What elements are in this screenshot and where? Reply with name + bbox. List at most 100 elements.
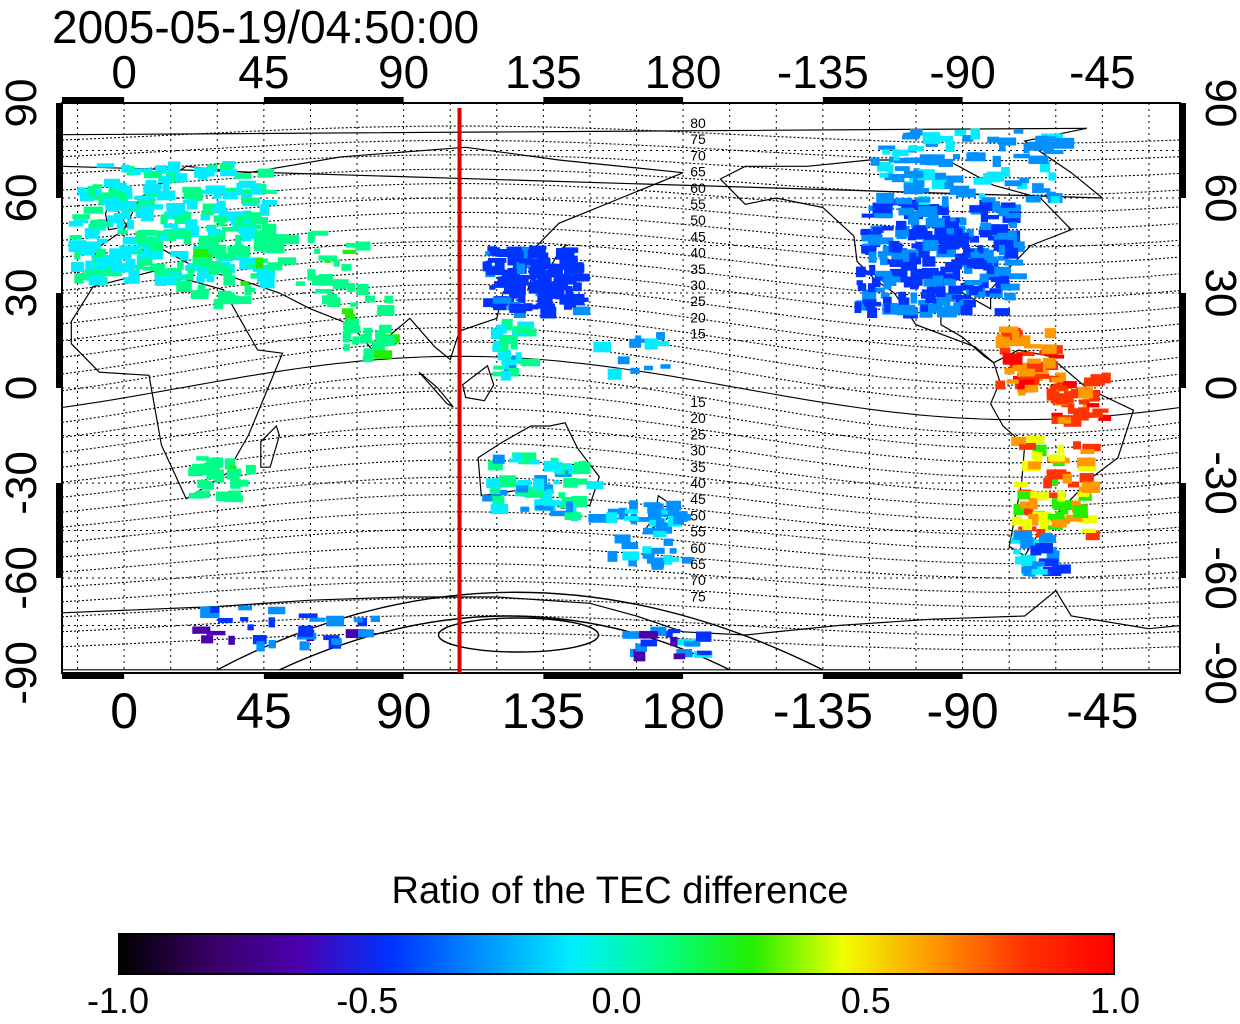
tec-patch <box>240 281 249 286</box>
tec-patch <box>643 527 657 535</box>
left-lat-label: -30 <box>0 451 46 515</box>
tec-patch <box>495 251 511 257</box>
tec-patch <box>676 649 693 658</box>
tec-patch <box>918 299 930 306</box>
tec-patch <box>1048 492 1066 499</box>
tec-patch <box>878 145 896 150</box>
tec-patch <box>624 516 639 521</box>
tec-patch <box>500 370 511 381</box>
right-lat-label: 60 <box>1196 174 1240 223</box>
tec-patch <box>558 492 566 499</box>
tec-patch <box>970 251 980 258</box>
right-lat-label: -90 <box>1196 641 1240 705</box>
tec-patch <box>240 617 249 622</box>
tec-patch <box>496 341 509 352</box>
tec-patch <box>482 261 491 272</box>
tec-patch <box>1098 414 1112 421</box>
tec-patch <box>344 325 361 333</box>
tec-patch <box>486 266 505 276</box>
tec-patch <box>109 248 120 258</box>
tec-patch <box>889 156 896 163</box>
tec-patch <box>185 273 194 280</box>
tec-patch <box>642 553 655 559</box>
tec-patch <box>1078 494 1092 501</box>
tec-patch <box>670 636 678 647</box>
tec-patch <box>259 204 270 216</box>
tec-patch <box>546 281 564 290</box>
tec-patch <box>990 224 1009 233</box>
tec-patch <box>122 236 140 245</box>
tec-patch <box>363 348 381 358</box>
tec-patch <box>384 295 394 304</box>
tec-patch <box>974 287 986 298</box>
tec-patch <box>235 215 245 227</box>
tec-patch <box>1000 283 1020 291</box>
tec-patch <box>644 338 658 350</box>
tec-patch <box>190 290 209 299</box>
tec-patch <box>363 327 373 336</box>
contour-label: 15 <box>690 394 706 410</box>
tec-patch <box>530 258 550 270</box>
tec-patch <box>115 182 127 191</box>
frame-tick-bar <box>56 293 62 388</box>
tec-patch <box>123 277 140 284</box>
left-lat-label: 90 <box>0 79 46 128</box>
tec-patch <box>533 478 545 491</box>
tec-patch <box>1041 532 1053 541</box>
contour-label: 55 <box>690 196 706 212</box>
tec-patch <box>1041 344 1057 354</box>
tec-patch <box>192 626 211 634</box>
tec-patch <box>326 293 338 304</box>
tec-patch <box>1031 569 1048 575</box>
contour-label: 50 <box>690 507 706 523</box>
tec-patch <box>139 258 153 266</box>
tec-patch <box>150 240 164 252</box>
tec-patch <box>228 468 241 477</box>
tec-patch <box>1046 191 1056 197</box>
tec-patch <box>573 462 591 474</box>
tec-patch <box>1067 481 1080 488</box>
tec-patch <box>252 635 267 645</box>
tec-patch <box>217 290 232 298</box>
tec-patch <box>510 341 518 350</box>
tec-patch <box>1032 511 1051 522</box>
tec-data-patches <box>68 128 1112 662</box>
tec-patch <box>116 201 137 209</box>
tec-patch <box>141 195 153 201</box>
contour-label: 60 <box>690 540 706 556</box>
tec-patch <box>885 277 897 286</box>
contour-line <box>61 312 1181 369</box>
coastline <box>418 371 454 408</box>
tec-patch <box>493 365 503 370</box>
tec-patch <box>908 214 919 225</box>
tec-patch <box>900 262 918 271</box>
tec-patch <box>347 318 359 328</box>
tec-patch <box>1004 180 1022 187</box>
tec-patch <box>1085 530 1100 541</box>
tec-patch <box>77 187 87 196</box>
tec-patch <box>207 203 225 213</box>
tec-patch <box>1031 451 1038 459</box>
tec-patch <box>84 270 105 276</box>
colorbar <box>118 933 1115 975</box>
tec-patch <box>95 258 108 270</box>
tec-patch <box>1028 513 1039 526</box>
tec-patch <box>377 335 395 347</box>
tec-patch <box>895 226 910 238</box>
tec-patch <box>956 295 963 308</box>
tec-patch <box>229 295 239 305</box>
tec-patch <box>215 253 235 259</box>
contour-label: 40 <box>690 245 706 261</box>
tec-patch <box>256 264 276 277</box>
tec-patch <box>209 457 224 468</box>
tec-patch <box>875 270 892 277</box>
tec-patch <box>240 192 253 201</box>
colorbar-tick-label: -1.0 <box>86 980 150 1021</box>
tec-patch <box>250 187 265 195</box>
tec-patch <box>257 183 267 190</box>
tec-patch <box>1082 443 1101 452</box>
tec-patch <box>228 635 235 645</box>
tec-patch <box>237 226 244 233</box>
tec-patch <box>103 254 123 267</box>
tec-patch <box>105 201 113 211</box>
